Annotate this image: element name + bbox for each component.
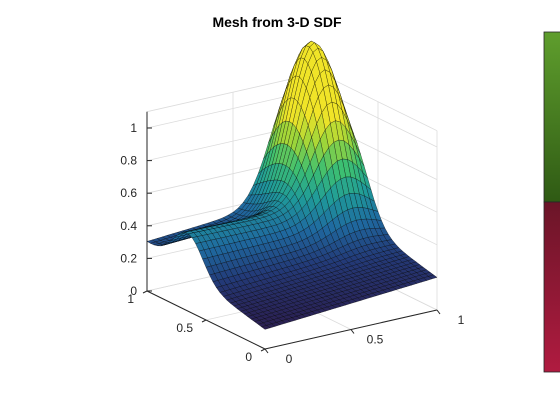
x-tick-label: 1 (458, 313, 465, 327)
x-tick-label: 0 (286, 352, 293, 366)
colorbar-lower (543, 201, 560, 373)
colorbar-upper (543, 31, 560, 203)
z-tick-label: 1 (130, 121, 137, 135)
y-tick-label: 0.5 (176, 321, 193, 335)
colorbar (543, 31, 560, 373)
x-tick (264, 348, 269, 354)
surface-mesh (146, 40, 438, 330)
y-tick (201, 319, 207, 323)
grid-line (318, 72, 438, 132)
x-tick-label: 0.5 (367, 333, 384, 347)
y-tick (260, 348, 266, 352)
axes (142, 111, 441, 354)
z-tick-label: 0.8 (120, 154, 137, 168)
y-tick-label: 1 (127, 292, 134, 306)
y-tick (142, 290, 148, 294)
z-tick-label: 0.4 (120, 219, 137, 233)
y-tick-label: 0 (245, 350, 252, 364)
x-tick (436, 309, 441, 315)
x-tick (350, 329, 355, 334)
z-tick-label: 0.2 (120, 251, 137, 265)
z-tick-label: 0.6 (120, 186, 137, 200)
z-tick-label: 0 (130, 284, 137, 298)
chart-title: Mesh from 3-D SDF (212, 14, 342, 30)
mesh-face (261, 325, 271, 330)
